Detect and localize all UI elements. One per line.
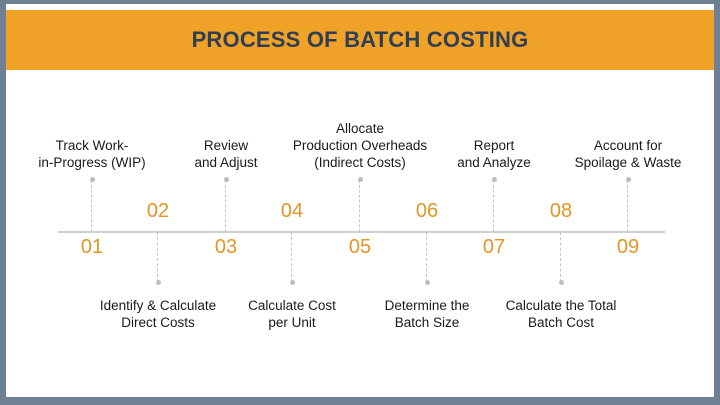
slide-title: PROCESS OF BATCH COSTING — [191, 27, 529, 52]
step-label: Review and Adjust — [194, 138, 258, 170]
step-dot — [89, 177, 95, 182]
step-label: Calculate the Total Batch Cost — [505, 298, 617, 330]
step-connector — [426, 232, 428, 282]
step-label: Report and Analyze — [457, 138, 531, 170]
step-connector — [493, 180, 495, 232]
step-label: Track Work- in-Progress (WIP) — [38, 138, 146, 170]
frame-left — [0, 0, 6, 405]
step-connector — [157, 232, 159, 282]
step-label: Determine the Batch Size — [384, 298, 470, 330]
step-dot — [223, 177, 229, 182]
step-number: 05 — [348, 236, 372, 258]
step-dot — [357, 177, 363, 182]
frame-top — [0, 0, 720, 4]
frame-right — [714, 0, 720, 405]
step-dot — [625, 177, 631, 182]
step-connector — [225, 180, 227, 232]
step-label: Allocate Production Overheads (Indirect … — [292, 121, 428, 170]
frame-bottom — [0, 397, 720, 405]
step-number: 07 — [482, 236, 506, 258]
step-dot — [558, 280, 564, 285]
step-connector — [91, 180, 93, 232]
step-number: 02 — [146, 200, 170, 222]
step-number: 03 — [214, 236, 238, 258]
step-dot — [289, 280, 295, 285]
step-number: 08 — [549, 200, 573, 222]
step-connector — [627, 180, 629, 232]
step-dot — [424, 280, 430, 285]
step-number: 04 — [280, 200, 304, 222]
step-number: 09 — [616, 236, 640, 258]
step-dot — [491, 177, 497, 182]
step-label: Identify & Calculate Direct Costs — [99, 298, 217, 330]
step-label: Account for Spoilage & Waste — [574, 138, 682, 170]
step-number: 01 — [80, 236, 104, 258]
step-number: 06 — [415, 200, 439, 222]
step-connector — [359, 180, 361, 232]
step-label: Calculate Cost per Unit — [248, 298, 336, 330]
step-dot — [155, 280, 161, 285]
step-connector — [560, 232, 562, 282]
timeline-axis — [58, 231, 665, 233]
step-connector — [291, 232, 293, 282]
title-banner — [6, 10, 714, 70]
